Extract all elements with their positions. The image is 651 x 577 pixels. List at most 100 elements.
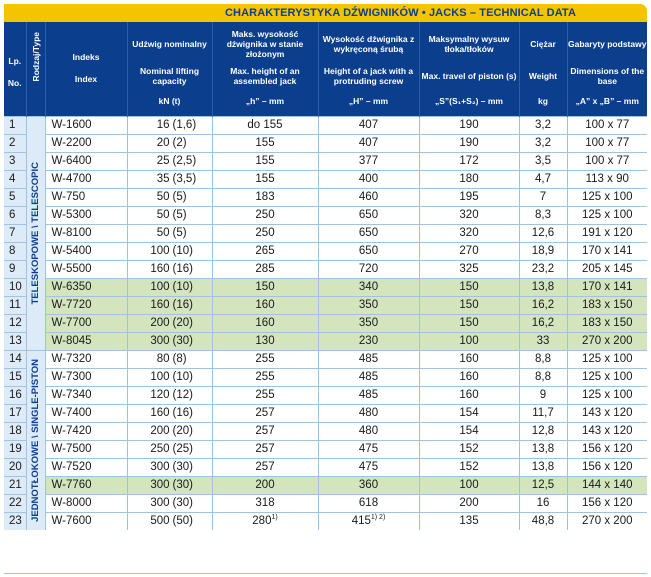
group-label-cell: TELESKOPOWE \ TELESCOPIC — [26, 116, 46, 351]
dimensions-cell: 205 x 145 — [567, 260, 647, 279]
capacity-t: (30) — [172, 479, 193, 491]
max-height-cell: 257 — [212, 440, 319, 459]
capacity-t: (30) — [172, 335, 193, 347]
max-height-value: 255 — [255, 389, 275, 401]
travel-cell: 180 — [419, 170, 520, 189]
row-number: 1 — [4, 116, 27, 135]
capacity-kn: 160 — [150, 263, 170, 275]
table-row: 19 W-7500 250 (25) 257 475 152 13,8 156 x 120 — [4, 440, 647, 459]
footnote-mark: 1) 2) — [370, 514, 386, 522]
screw-height-value: 400 — [358, 173, 379, 185]
capacity-kn: 20 — [156, 137, 170, 149]
max-height-value: 155 — [255, 173, 275, 185]
travel-cell: 150 — [419, 296, 520, 315]
screw-height-cell: 480 — [318, 404, 420, 423]
travel-cell: 160 — [419, 350, 520, 369]
index-cell: W-7320 — [45, 350, 128, 369]
capacity-kn: 25 — [156, 155, 170, 167]
weight-cell: 7 — [519, 188, 568, 207]
dimensions-cell: 125 x 100 — [567, 368, 647, 387]
index-cell: W-8100 — [45, 224, 128, 243]
travel-cell: 270 — [419, 242, 520, 261]
weight-unit: kg — [538, 96, 548, 106]
screw-height-cell: 4151) 2) — [318, 512, 420, 530]
capacity-t: (5) — [172, 191, 187, 203]
screw-height-value: 480 — [358, 425, 379, 437]
max-height-value: 265 — [255, 245, 275, 257]
lp-label: Lp. — [8, 56, 22, 66]
dimensions-unit: „A” x „B” – mm — [575, 96, 639, 106]
dimensions-cell: 183 x 150 — [567, 296, 647, 315]
capacity-kn: 500 — [150, 515, 170, 527]
row-number: 17 — [4, 404, 27, 423]
max-height-value: 160 — [255, 317, 275, 329]
table-row: 14 JEDNOTŁOKOWE \ SINGLE-PISTON W-7320 80 (8… — [4, 350, 647, 530]
row-number: 6 — [4, 206, 27, 225]
index-cell: W-750 — [45, 188, 128, 207]
travel-cell: 154 — [419, 404, 520, 423]
max-height-value: 255 — [255, 353, 275, 365]
row-number: 8 — [4, 242, 27, 261]
weight-cell: 16 — [519, 494, 568, 513]
capacity-cell: 16 (1,6) — [127, 116, 213, 135]
group-label-telescopic: TELESKOPOWE \ TELESCOPIC — [30, 162, 41, 305]
col-header-travel: Maksymalny wysuw tłoka/tłoków Max. trave… — [419, 22, 520, 117]
travel-cell: 152 — [419, 458, 520, 477]
dimensions-cell: 270 x 200 — [567, 512, 647, 530]
capacity-cell: 50 (5) — [127, 224, 213, 243]
max-height-value: 155 — [255, 155, 275, 167]
capacity-kn: 50 — [156, 191, 170, 203]
weight-cell: 48,8 — [519, 512, 568, 530]
weight-cell: 13,8 — [519, 278, 568, 297]
group-label-single: JEDNOTŁOKOWE \ SINGLE-PISTON — [30, 359, 41, 522]
row-number: 4 — [4, 170, 27, 189]
max-height-value: 250 — [255, 227, 275, 239]
screw-height-pl: Wysokość dźwignika z wykręconą śrubą — [322, 34, 415, 54]
dimensions-cell: 143 x 120 — [567, 404, 647, 423]
travel-cell: 152 — [419, 440, 520, 459]
max-height-value: 183 — [255, 191, 275, 203]
weight-en: Weight — [528, 71, 558, 81]
max-height-value: 280 — [252, 515, 272, 527]
capacity-cell: 160 (16) — [127, 404, 213, 423]
travel-cell: 325 — [419, 260, 520, 279]
capacity-cell: 120 (12) — [127, 386, 213, 405]
weight-cell: 8,8 — [519, 368, 568, 387]
screw-height-cell: 340 — [318, 278, 420, 297]
max-height-cell: 257 — [212, 458, 319, 477]
footnote-mark: 1) — [271, 514, 278, 522]
max-height-value: 318 — [255, 497, 275, 509]
screw-height-value: 475 — [358, 443, 379, 455]
table-row: 16 W-7340 120 (12) 255 485 160 9 125 x 100 — [4, 386, 647, 405]
travel-cell: 150 — [419, 278, 520, 297]
col-header-max-height: Maks. wysokość dźwignika w stanie złożon… — [212, 22, 319, 117]
max-height-value: 150 — [255, 281, 275, 293]
row-number: 15 — [4, 368, 27, 387]
screw-height-en: Height of a jack with a protruding screw — [323, 66, 414, 86]
index-cell: W-5300 — [45, 206, 128, 225]
max-height-cell: 250 — [212, 224, 319, 243]
screw-height-cell: 475 — [318, 458, 420, 477]
weight-cell: 8,3 — [519, 206, 568, 225]
capacity-cell: 100 (10) — [127, 278, 213, 297]
capacity-kn: 100 — [150, 281, 170, 293]
capacity-t: (30) — [172, 461, 193, 473]
table-row: 9 W-5500 160 (16) 285 720 325 23,2 205 x 145 — [4, 260, 647, 279]
weight-cell: 13,8 — [519, 458, 568, 477]
capacity-kn: 300 — [150, 335, 170, 347]
capacity-t: (3,5) — [172, 173, 197, 185]
screw-height-cell: 618 — [318, 494, 420, 513]
max-height-value: 257 — [255, 407, 275, 419]
capacity-kn: 160 — [150, 407, 170, 419]
capacity-kn: 200 — [150, 425, 170, 437]
table-row: 5 W-750 50 (5) 183 460 195 7 125 x 100 — [4, 188, 647, 207]
capacity-cell: 200 (20) — [127, 314, 213, 333]
col-header-index: Indeks Index — [45, 22, 128, 117]
capacity-cell: 200 (20) — [127, 422, 213, 441]
index-cell: W-6400 — [45, 152, 128, 171]
max-height-en: Max. height of an assembled jack — [230, 66, 300, 86]
table-row: 17 W-7400 160 (16) 257 480 154 11,7 143 x 120 — [4, 404, 647, 423]
row-number: 12 — [4, 314, 27, 333]
screw-height-cell: 485 — [318, 368, 420, 387]
capacity-kn: 100 — [150, 245, 170, 257]
